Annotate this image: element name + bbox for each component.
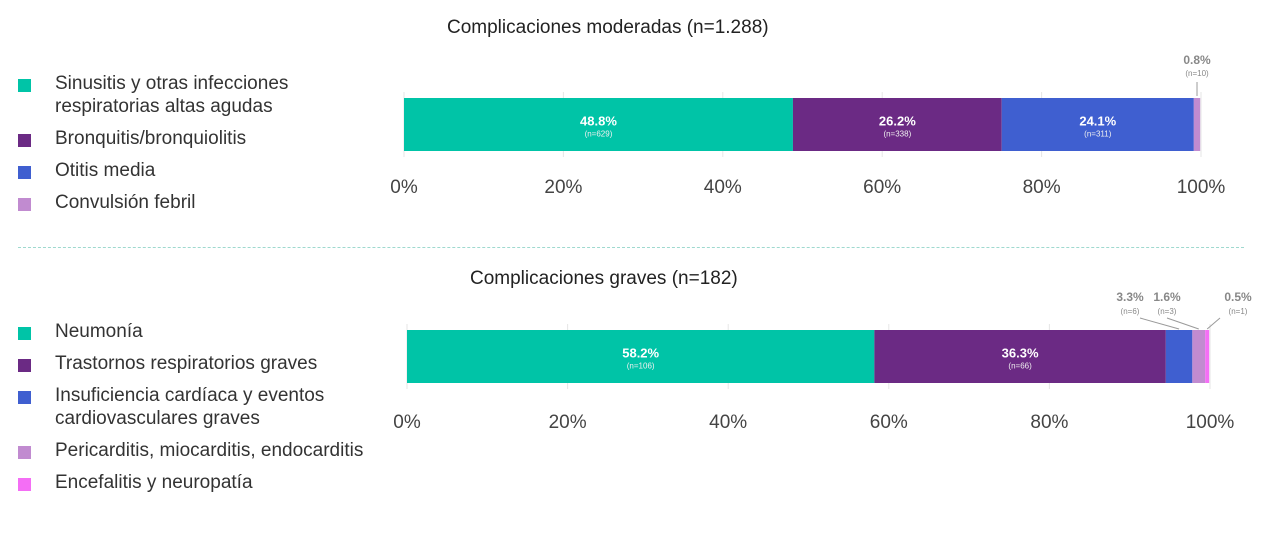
legend-label: Otitis media: [55, 160, 156, 181]
data-label-n: (n=66): [1008, 362, 1032, 371]
tick-label: 100%: [1177, 177, 1226, 198]
legend-item: Otitis media: [18, 159, 375, 182]
tick-label: 60%: [870, 412, 908, 433]
data-label-n: (n=10): [1185, 69, 1209, 78]
stacked-bar-chart-graves: 58.2%(n=106) 36.3%(n=66) 3.3% (n=6) 1.6% (n=3…: [393, 290, 1252, 433]
bar-segment: [407, 330, 875, 383]
legend-label: Trastornos respiratorios graves: [55, 353, 318, 374]
bar-segment: [1165, 330, 1193, 383]
legend-swatch: [18, 478, 31, 491]
data-label: 0.8%: [1183, 53, 1211, 67]
legend-swatch: [18, 359, 31, 372]
legend-item: Insuficiencia cardíaca y eventos cardiov…: [18, 384, 375, 430]
legend-swatch: [18, 79, 31, 92]
legend-graves: Neumonía Trastornos respiratorios graves…: [18, 320, 375, 503]
leader-line: [1166, 317, 1199, 330]
tick-label: 0%: [390, 177, 418, 198]
data-label-n: (n=338): [883, 130, 911, 139]
data-label: 36.3%: [1002, 346, 1039, 361]
data-label: 24.1%: [1079, 114, 1116, 129]
data-label: 26.2%: [879, 114, 916, 129]
chart-title-moderadas: Complicaciones moderadas (n=1.288): [447, 17, 769, 38]
stacked-bar-chart-moderadas: 48.8%(n=629) 26.2%(n=338) 24.1%(n=311) 0.8%…: [390, 53, 1226, 198]
tick-label: 40%: [704, 177, 742, 198]
tick-label: 100%: [1186, 412, 1235, 433]
legend-label: Neumonía: [55, 321, 143, 342]
legend-swatch: [18, 391, 31, 404]
legend-label: Convulsión febril: [55, 192, 196, 213]
section-divider: [18, 247, 1244, 248]
bar-segment: [1205, 330, 1210, 383]
tick-label: 40%: [709, 412, 747, 433]
data-label-n: (n=3): [1158, 307, 1177, 316]
tick-label: 0%: [393, 412, 421, 433]
data-label-n: (n=6): [1121, 307, 1140, 316]
data-label: 1.6%: [1153, 290, 1181, 304]
legend-item: Convulsión febril: [18, 191, 375, 214]
bar-segment: [404, 98, 793, 151]
legend-label: Bronquitis/bronquiolitis: [55, 128, 247, 149]
legend-swatch: [18, 446, 31, 459]
legend-label: Encefalitis y neuropatía: [55, 472, 253, 493]
legend-label: Pericarditis, miocarditis, endocarditis: [55, 440, 364, 461]
leader-line: [1206, 317, 1221, 330]
data-label: 3.3%: [1116, 290, 1144, 304]
data-label-n: (n=106): [627, 362, 655, 371]
data-label-n: (n=1): [1229, 307, 1248, 316]
legend-label: Sinusitis y otras infecciones respirator…: [55, 73, 289, 117]
legend-moderadas: Sinusitis y otras infecciones respirator…: [18, 72, 375, 223]
data-label: 0.5%: [1224, 290, 1252, 304]
legend-swatch: [18, 198, 31, 211]
legend-label: Insuficiencia cardíaca y eventos cardiov…: [55, 385, 325, 429]
bar-segment: [792, 98, 1002, 151]
bar-segment: [1193, 98, 1201, 151]
bar-segment: [874, 330, 1166, 383]
leader-line: [1139, 317, 1180, 330]
tick-label: 80%: [1030, 412, 1068, 433]
tick-label: 60%: [863, 177, 901, 198]
bar-segment: [1001, 98, 1194, 151]
data-label-n: (n=311): [1084, 130, 1112, 139]
legend-item: Encefalitis y neuropatía: [18, 471, 375, 494]
legend-swatch: [18, 166, 31, 179]
bar-segment: [1192, 330, 1206, 383]
tick-label: 20%: [549, 412, 587, 433]
tick-label: 20%: [544, 177, 582, 198]
data-label: 48.8%: [580, 114, 617, 129]
legend-item: Pericarditis, miocarditis, endocarditis: [18, 439, 375, 462]
legend-swatch: [18, 327, 31, 340]
tick-label: 80%: [1023, 177, 1061, 198]
legend-item: Sinusitis y otras infecciones respirator…: [18, 72, 375, 118]
legend-swatch: [18, 134, 31, 147]
chart-title-graves: Complicaciones graves (n=182): [470, 268, 738, 289]
legend-item: Bronquitis/bronquiolitis: [18, 127, 375, 150]
data-label: 58.2%: [622, 346, 659, 361]
legend-item: Trastornos respiratorios graves: [18, 352, 375, 375]
data-label-n: (n=629): [585, 130, 613, 139]
legend-item: Neumonía: [18, 320, 375, 343]
